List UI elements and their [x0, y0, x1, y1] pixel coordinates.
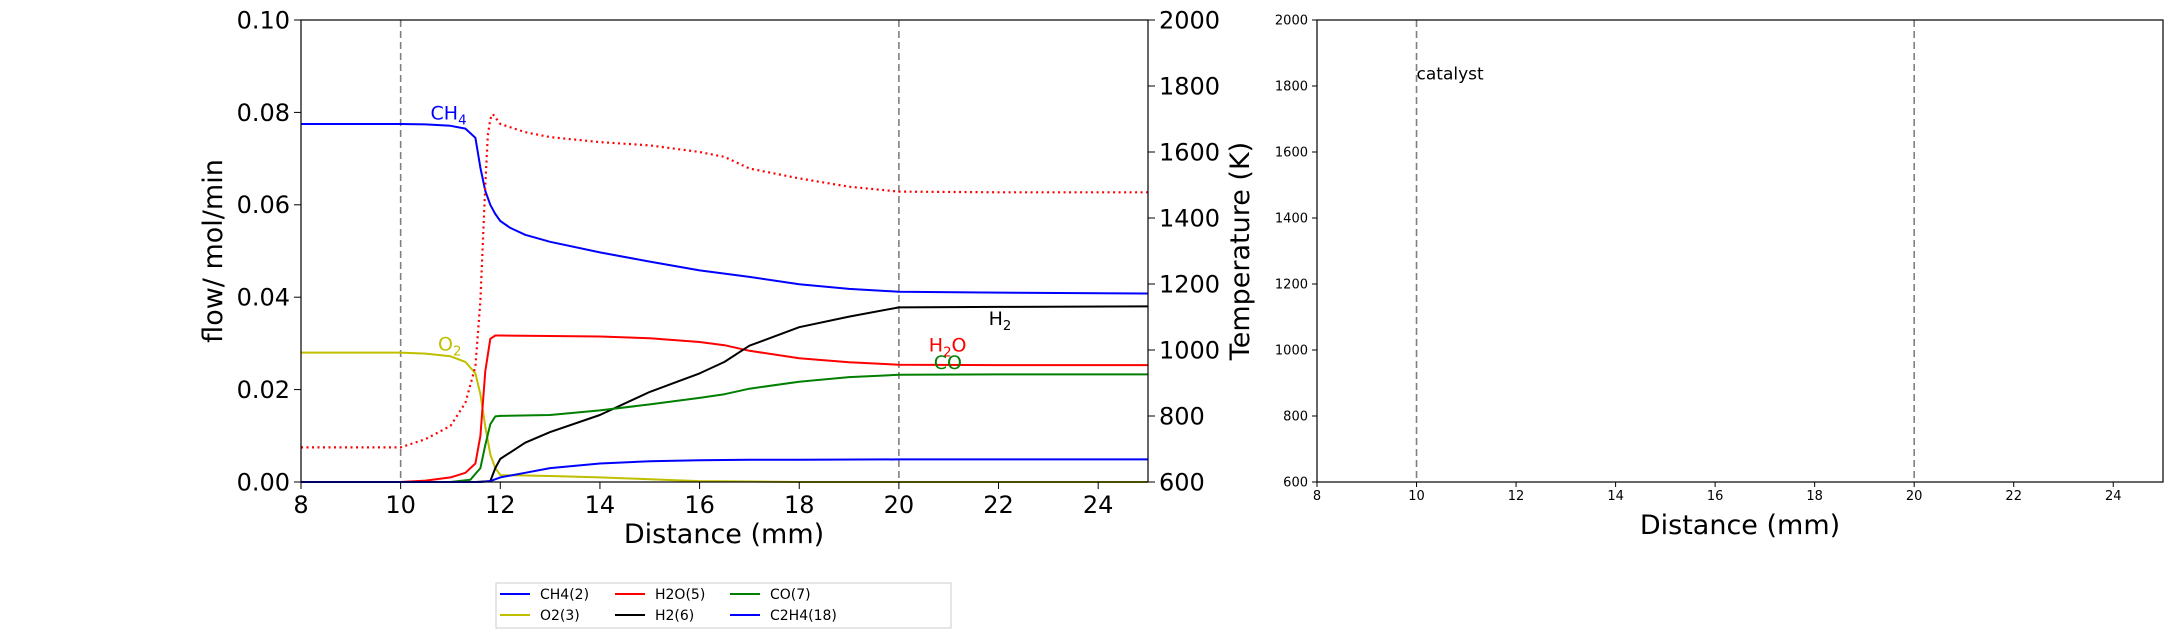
- right-x-tick-label-3: 14: [1607, 489, 1624, 504]
- left-chart-y-ticks: 0.00 0.02 0.04 0.06 0.08 0.10: [237, 6, 301, 496]
- left-y-right-tick-label-3: 1200: [1159, 270, 1220, 298]
- left-series-line-5: [301, 458, 1148, 483]
- left-annotation-3-sub: 2: [943, 345, 951, 360]
- left-y-tick-label-1: 0.02: [237, 376, 290, 404]
- left-y-right-tick-label-7: 2000: [1159, 6, 1220, 34]
- right-chart-y-ticks: 600 800 1000 1200 1400 1600 1800 2000: [1275, 14, 1317, 491]
- left-annotation-3-text: H: [929, 334, 943, 356]
- left-chart-vlines: [399, 20, 900, 482]
- legend-entry-5: C2H4(18): [770, 608, 837, 624]
- right-y-tick-label-5: 1600: [1275, 146, 1308, 161]
- right-chart-frame: [1316, 19, 2164, 483]
- right-x-tick-label-8: 24: [2105, 489, 2122, 504]
- right-y-tick-label-6: 1800: [1275, 80, 1308, 95]
- left-series-line-3: [301, 305, 1149, 483]
- right-annotation-0: catalyst: [1417, 64, 1484, 84]
- left-chart-x-axis-label: Distance (mm): [624, 519, 824, 550]
- right-chart-x-ticks: 8 10 12 14 16 18 20 22 24: [1313, 482, 2122, 504]
- left-series-line-6: [301, 112, 1148, 449]
- left-x-tick-label-2: 12: [485, 491, 516, 519]
- right-x-tick-label-5: 18: [1806, 489, 1823, 504]
- left-y-tick-label-0: 0.00: [237, 468, 290, 496]
- legend-entry-1: O2(3): [540, 608, 580, 624]
- left-x-tick-label-1: 10: [385, 491, 416, 519]
- right-annotation-0-text: catalyst: [1417, 64, 1484, 84]
- left-y-right-tick-label-2: 1000: [1159, 336, 1220, 364]
- right-chart-annotations: catalyst: [1417, 64, 1484, 84]
- left-x-tick-label-6: 20: [884, 491, 915, 519]
- right-y-tick-label-2: 1000: [1275, 344, 1308, 359]
- right-chart-vlines: [1415, 20, 1915, 482]
- left-x-tick-label-3: 14: [585, 491, 616, 519]
- left-x-tick-label-4: 16: [684, 491, 715, 519]
- left-chart-y-axis-label: flow/ mol/min: [198, 159, 229, 343]
- left-annotation-0: CH4: [431, 102, 467, 128]
- left-annotation-4: CO: [934, 352, 962, 374]
- left-x-tick-label-7: 22: [983, 491, 1014, 519]
- right-chart-x-axis-label: Distance (mm): [1640, 510, 1840, 541]
- left-x-tick-label-5: 18: [784, 491, 815, 519]
- right-x-tick-label-4: 16: [1707, 489, 1724, 504]
- left-annotation-3-tail: O: [952, 334, 967, 356]
- right-y-tick-label-1: 800: [1283, 410, 1308, 425]
- left-series-line-0: [301, 123, 1149, 295]
- left-chart-frame: [300, 19, 1149, 483]
- left-y-tick-label-4: 0.08: [237, 99, 290, 127]
- left-x-tick-label-8: 24: [1083, 491, 1114, 519]
- left-annotation-0-sub: 4: [458, 113, 466, 128]
- right-x-tick-label-7: 22: [2005, 489, 2022, 504]
- left-chart-right-y-axis-label: Temperature (K): [1225, 142, 1256, 361]
- left-y-right-tick-label-1: 800: [1159, 402, 1205, 430]
- right-x-tick-label-2: 12: [1508, 489, 1525, 504]
- legend: CH4(2) O2(3) H2O(5) H2(6) CO(7) C2H4(18): [495, 582, 952, 629]
- left-annotation-2-text: H: [989, 308, 1003, 330]
- legend-entry-4: CO(7): [770, 587, 811, 603]
- left-y-tick-label-2: 0.04: [237, 284, 290, 312]
- right-y-tick-label-7: 2000: [1275, 14, 1308, 29]
- right-x-tick-label-0: 8: [1313, 489, 1321, 504]
- left-annotation-0-text: CH: [431, 102, 459, 124]
- legend-entry-3: H2(6): [655, 608, 694, 624]
- right-y-tick-label-0: 600: [1283, 476, 1308, 491]
- left-y-right-tick-label-0: 600: [1159, 468, 1205, 496]
- left-annotation-1: O2: [438, 333, 461, 359]
- left-annotation-1-text: O: [438, 333, 453, 355]
- left-series-line-2: [301, 334, 1148, 483]
- left-y-right-tick-label-6: 1800: [1159, 72, 1220, 100]
- legend-entry-0: CH4(2): [540, 587, 589, 603]
- left-chart-x-ticks: 8 10 12 14 16 18 20 22 24: [293, 482, 1113, 519]
- legend-entry-2: H2O(5): [655, 587, 705, 603]
- left-series-line-4: [301, 373, 1148, 483]
- right-y-tick-label-4: 1400: [1275, 212, 1308, 227]
- left-y-tick-label-3: 0.06: [237, 191, 290, 219]
- left-chart-right-y-ticks: 600 800 1000 1200 1400 1600 1800 2000: [1148, 6, 1220, 496]
- left-y-tick-label-5: 0.10: [237, 6, 290, 34]
- left-series-line-1: [301, 351, 1148, 483]
- left-annotation-2: H2: [989, 308, 1012, 334]
- legend-frame: [495, 582, 952, 629]
- left-annotation-2-sub: 2: [1003, 319, 1011, 334]
- right-x-tick-label-6: 20: [1906, 489, 1923, 504]
- left-x-tick-label-0: 8: [293, 491, 308, 519]
- left-y-right-tick-label-4: 1400: [1159, 204, 1220, 232]
- left-annotation-1-sub: 2: [453, 344, 461, 359]
- right-x-tick-label-1: 10: [1408, 489, 1425, 504]
- left-chart-series: [301, 112, 1149, 483]
- left-y-right-tick-label-5: 1600: [1159, 138, 1220, 166]
- left-annotation-4-text: CO: [934, 352, 962, 374]
- left-annotation-3: H2O: [929, 334, 967, 360]
- right-y-tick-label-3: 1200: [1275, 278, 1308, 293]
